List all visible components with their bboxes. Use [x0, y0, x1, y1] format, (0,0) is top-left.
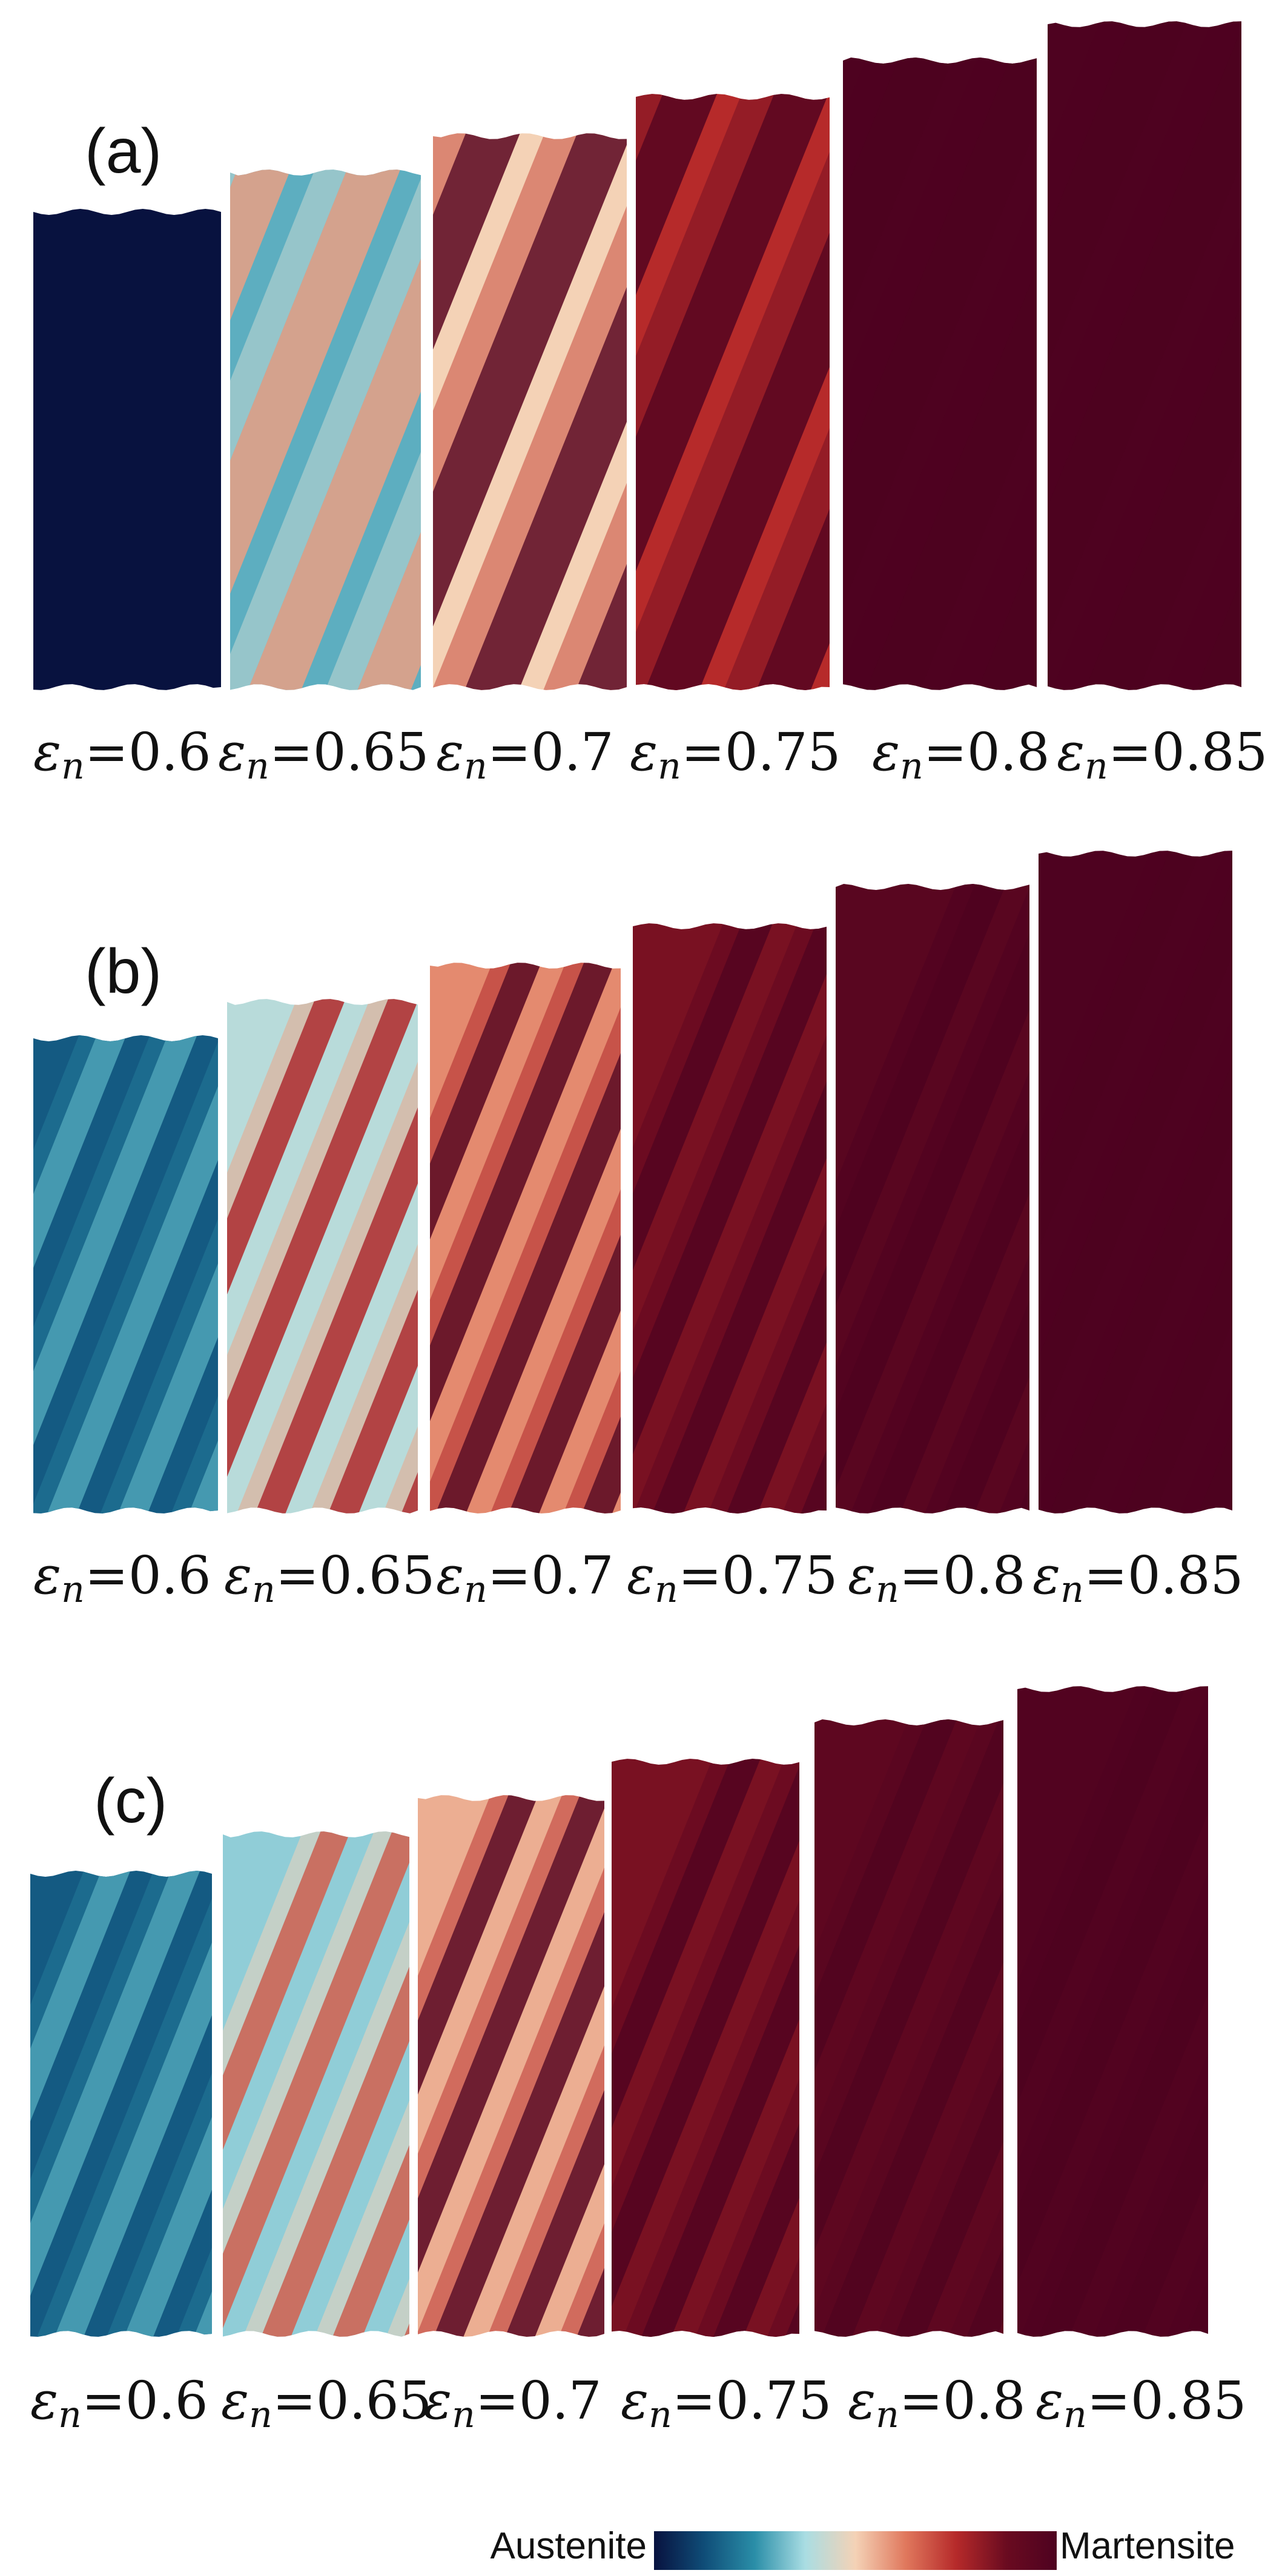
colorbar-min-label: Austenite — [490, 2525, 647, 2567]
strain-label-c-1: εn=0.65 — [221, 2371, 432, 2436]
specimen-a-1 — [230, 170, 421, 690]
specimen-c-3 — [612, 1759, 799, 2337]
strain-label-c-5: εn=0.85 — [1036, 2371, 1246, 2436]
specimen-b-4 — [836, 884, 1029, 1514]
specimen-c-0 — [30, 1871, 212, 2337]
panel-label-c: (c) — [94, 1766, 167, 1836]
colorbar-gradient — [654, 2531, 1057, 2570]
strain-label-a-2: εn=0.7 — [436, 722, 614, 788]
panels-layer: (a)εn=0.6 εn=0.65 εn=0.7 εn=0.75 εn=0.8 εn=0.… — [30, 21, 1267, 2436]
panel-label-a: (a) — [85, 116, 162, 186]
strain-label-c-2: εn=0.7 — [424, 2371, 602, 2436]
strain-label-c-4: εn=0.8 — [848, 2371, 1026, 2436]
strain-label-b-2: εn=0.7 — [436, 1546, 614, 1611]
colorbar: Austenite Martensite — [490, 2525, 1235, 2570]
panel-label-b: (b) — [85, 937, 162, 1007]
strain-label-b-5: εn=0.85 — [1032, 1546, 1243, 1611]
specimen-b-3 — [633, 923, 827, 1514]
strain-label-b-1: εn=0.65 — [224, 1546, 435, 1611]
strain-label-b-0: εn=0.6 — [33, 1546, 211, 1611]
specimen-a-0 — [33, 209, 221, 690]
specimen-a-4 — [843, 58, 1037, 690]
strain-label-a-1: εn=0.65 — [218, 722, 429, 788]
panel-b: (b) εn=0.6 εn=0.65 εn=0.7 εn=0.75 εn=0.8 εn=0.… — [33, 851, 1243, 1611]
specimen-b-0 — [33, 1035, 218, 1514]
specimen-b-5 — [1039, 851, 1232, 1514]
strain-label-a-0: εn=0.6 — [33, 722, 211, 788]
strain-label-a-4: εn=0.8 — [872, 722, 1050, 788]
strain-label-c-0: εn=0.6 — [30, 2371, 208, 2436]
strain-label-c-3: εn=0.75 — [621, 2371, 831, 2436]
specimen-a-3 — [636, 94, 830, 691]
specimen-a-2 — [433, 133, 627, 690]
strain-label-b-3: εn=0.75 — [627, 1546, 837, 1611]
colorbar-max-label: Martensite — [1060, 2525, 1235, 2567]
specimen-c-2 — [418, 1795, 604, 2337]
specimen-c-4 — [814, 1719, 1003, 2337]
specimen-a-5 — [1048, 21, 1241, 690]
strain-label-b-4: εn=0.8 — [848, 1546, 1026, 1611]
specimen-b-1 — [227, 999, 418, 1514]
specimen-b-2 — [430, 963, 621, 1514]
specimen-c-5 — [1017, 1686, 1208, 2337]
strain-label-a-5: εn=0.85 — [1057, 722, 1267, 788]
panel-a: (a) εn=0.6 εn=0.65 εn=0.7 εn=0.75 εn=0.8 εn=0.… — [33, 21, 1267, 788]
specimen-c-1 — [223, 1831, 409, 2337]
strain-label-a-3: εn=0.75 — [630, 722, 841, 788]
